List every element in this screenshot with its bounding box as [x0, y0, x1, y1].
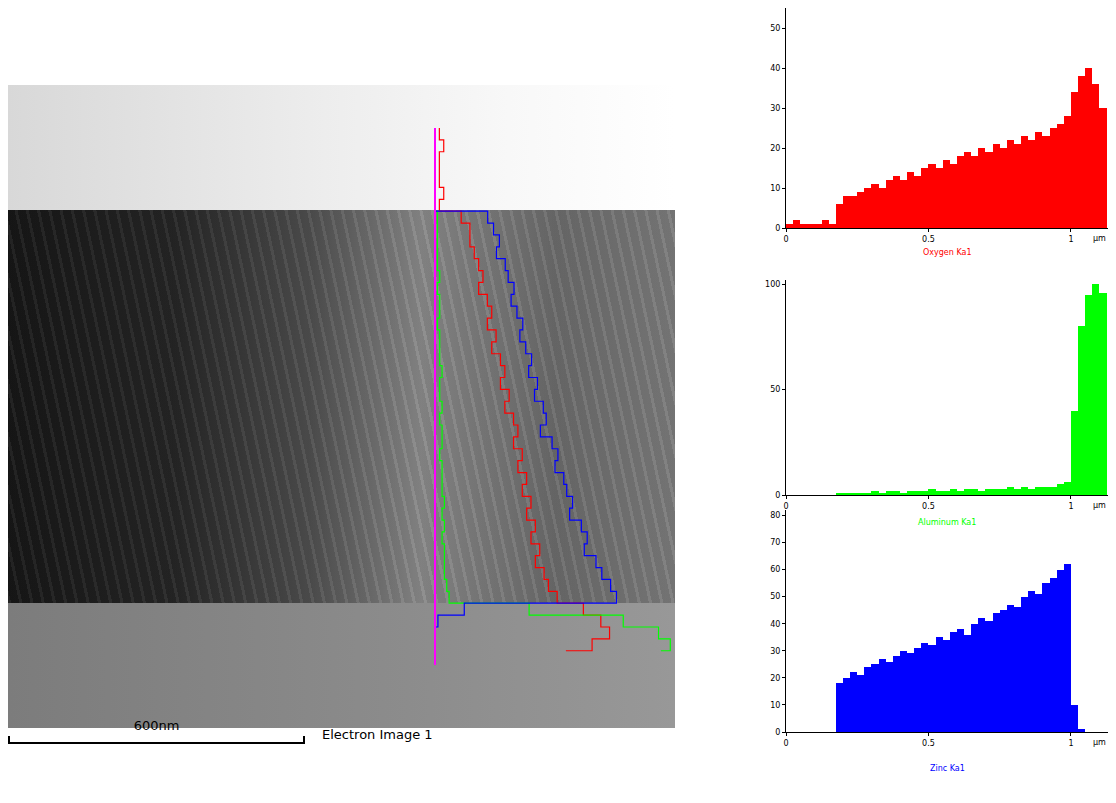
svg-text:20: 20	[770, 674, 780, 683]
svg-text:0: 0	[775, 728, 780, 737]
svg-text:0.5: 0.5	[922, 502, 935, 511]
svg-text:10: 10	[770, 701, 780, 710]
svg-text:µm: µm	[1093, 501, 1106, 510]
html-text:600nm: 600nm	[133, 718, 180, 733]
svg-text:µm: µm	[1093, 738, 1106, 747]
svg-text:0.5: 0.5	[922, 235, 935, 244]
svg-text:0.5: 0.5	[922, 739, 935, 748]
svg-text:Zinc Ka1: Zinc Ka1	[930, 764, 965, 773]
svg-text:1: 1	[1068, 235, 1073, 244]
svg-text:80: 80	[770, 511, 780, 520]
svg-text:30: 30	[770, 104, 780, 113]
svg-text:30: 30	[770, 647, 780, 656]
svg-text:50: 50	[770, 592, 780, 601]
html-text:Electron Image 1: Electron Image 1	[322, 727, 433, 742]
svg-text:50: 50	[770, 385, 780, 394]
svg-text:µm: µm	[1093, 234, 1106, 243]
svg-text:20: 20	[770, 144, 780, 153]
svg-text:10: 10	[770, 184, 780, 193]
svg-text:60: 60	[770, 565, 780, 574]
svg-text:50: 50	[770, 24, 780, 33]
svg-text:1: 1	[1068, 502, 1073, 511]
svg-text:0: 0	[775, 491, 780, 500]
svg-text:0: 0	[783, 739, 788, 748]
svg-text:0: 0	[775, 224, 780, 233]
svg-text:100: 100	[765, 280, 780, 289]
svg-text:0: 0	[783, 235, 788, 244]
svg-text:1: 1	[1068, 739, 1073, 748]
svg-text:Oxygen Ka1: Oxygen Ka1	[923, 248, 971, 257]
svg-text:0: 0	[783, 502, 788, 511]
svg-text:40: 40	[770, 620, 780, 629]
svg-text:Aluminum Ka1: Aluminum Ka1	[918, 518, 976, 527]
svg-text:40: 40	[770, 64, 780, 73]
svg-text:70: 70	[770, 538, 780, 547]
